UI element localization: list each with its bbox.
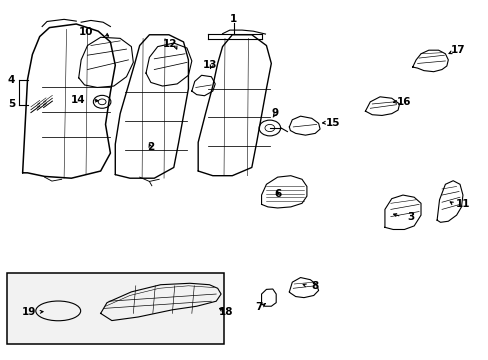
Text: 14: 14 [70, 95, 85, 105]
Text: 2: 2 [147, 142, 154, 152]
FancyBboxPatch shape [6, 273, 223, 344]
Text: 10: 10 [79, 27, 93, 37]
Text: 19: 19 [22, 307, 36, 317]
Text: 11: 11 [455, 199, 469, 210]
Text: 3: 3 [407, 212, 414, 221]
Text: 12: 12 [163, 40, 177, 49]
Text: 15: 15 [325, 118, 340, 128]
Text: 7: 7 [255, 302, 262, 312]
Text: 8: 8 [311, 281, 318, 291]
Text: 16: 16 [396, 97, 411, 107]
Text: 4: 4 [8, 75, 15, 85]
Text: 13: 13 [203, 59, 217, 69]
Text: 17: 17 [450, 45, 465, 55]
Text: 6: 6 [273, 189, 281, 199]
Text: 18: 18 [218, 307, 233, 317]
Text: 5: 5 [8, 99, 15, 109]
Text: 1: 1 [230, 14, 237, 24]
Text: 9: 9 [271, 108, 278, 118]
